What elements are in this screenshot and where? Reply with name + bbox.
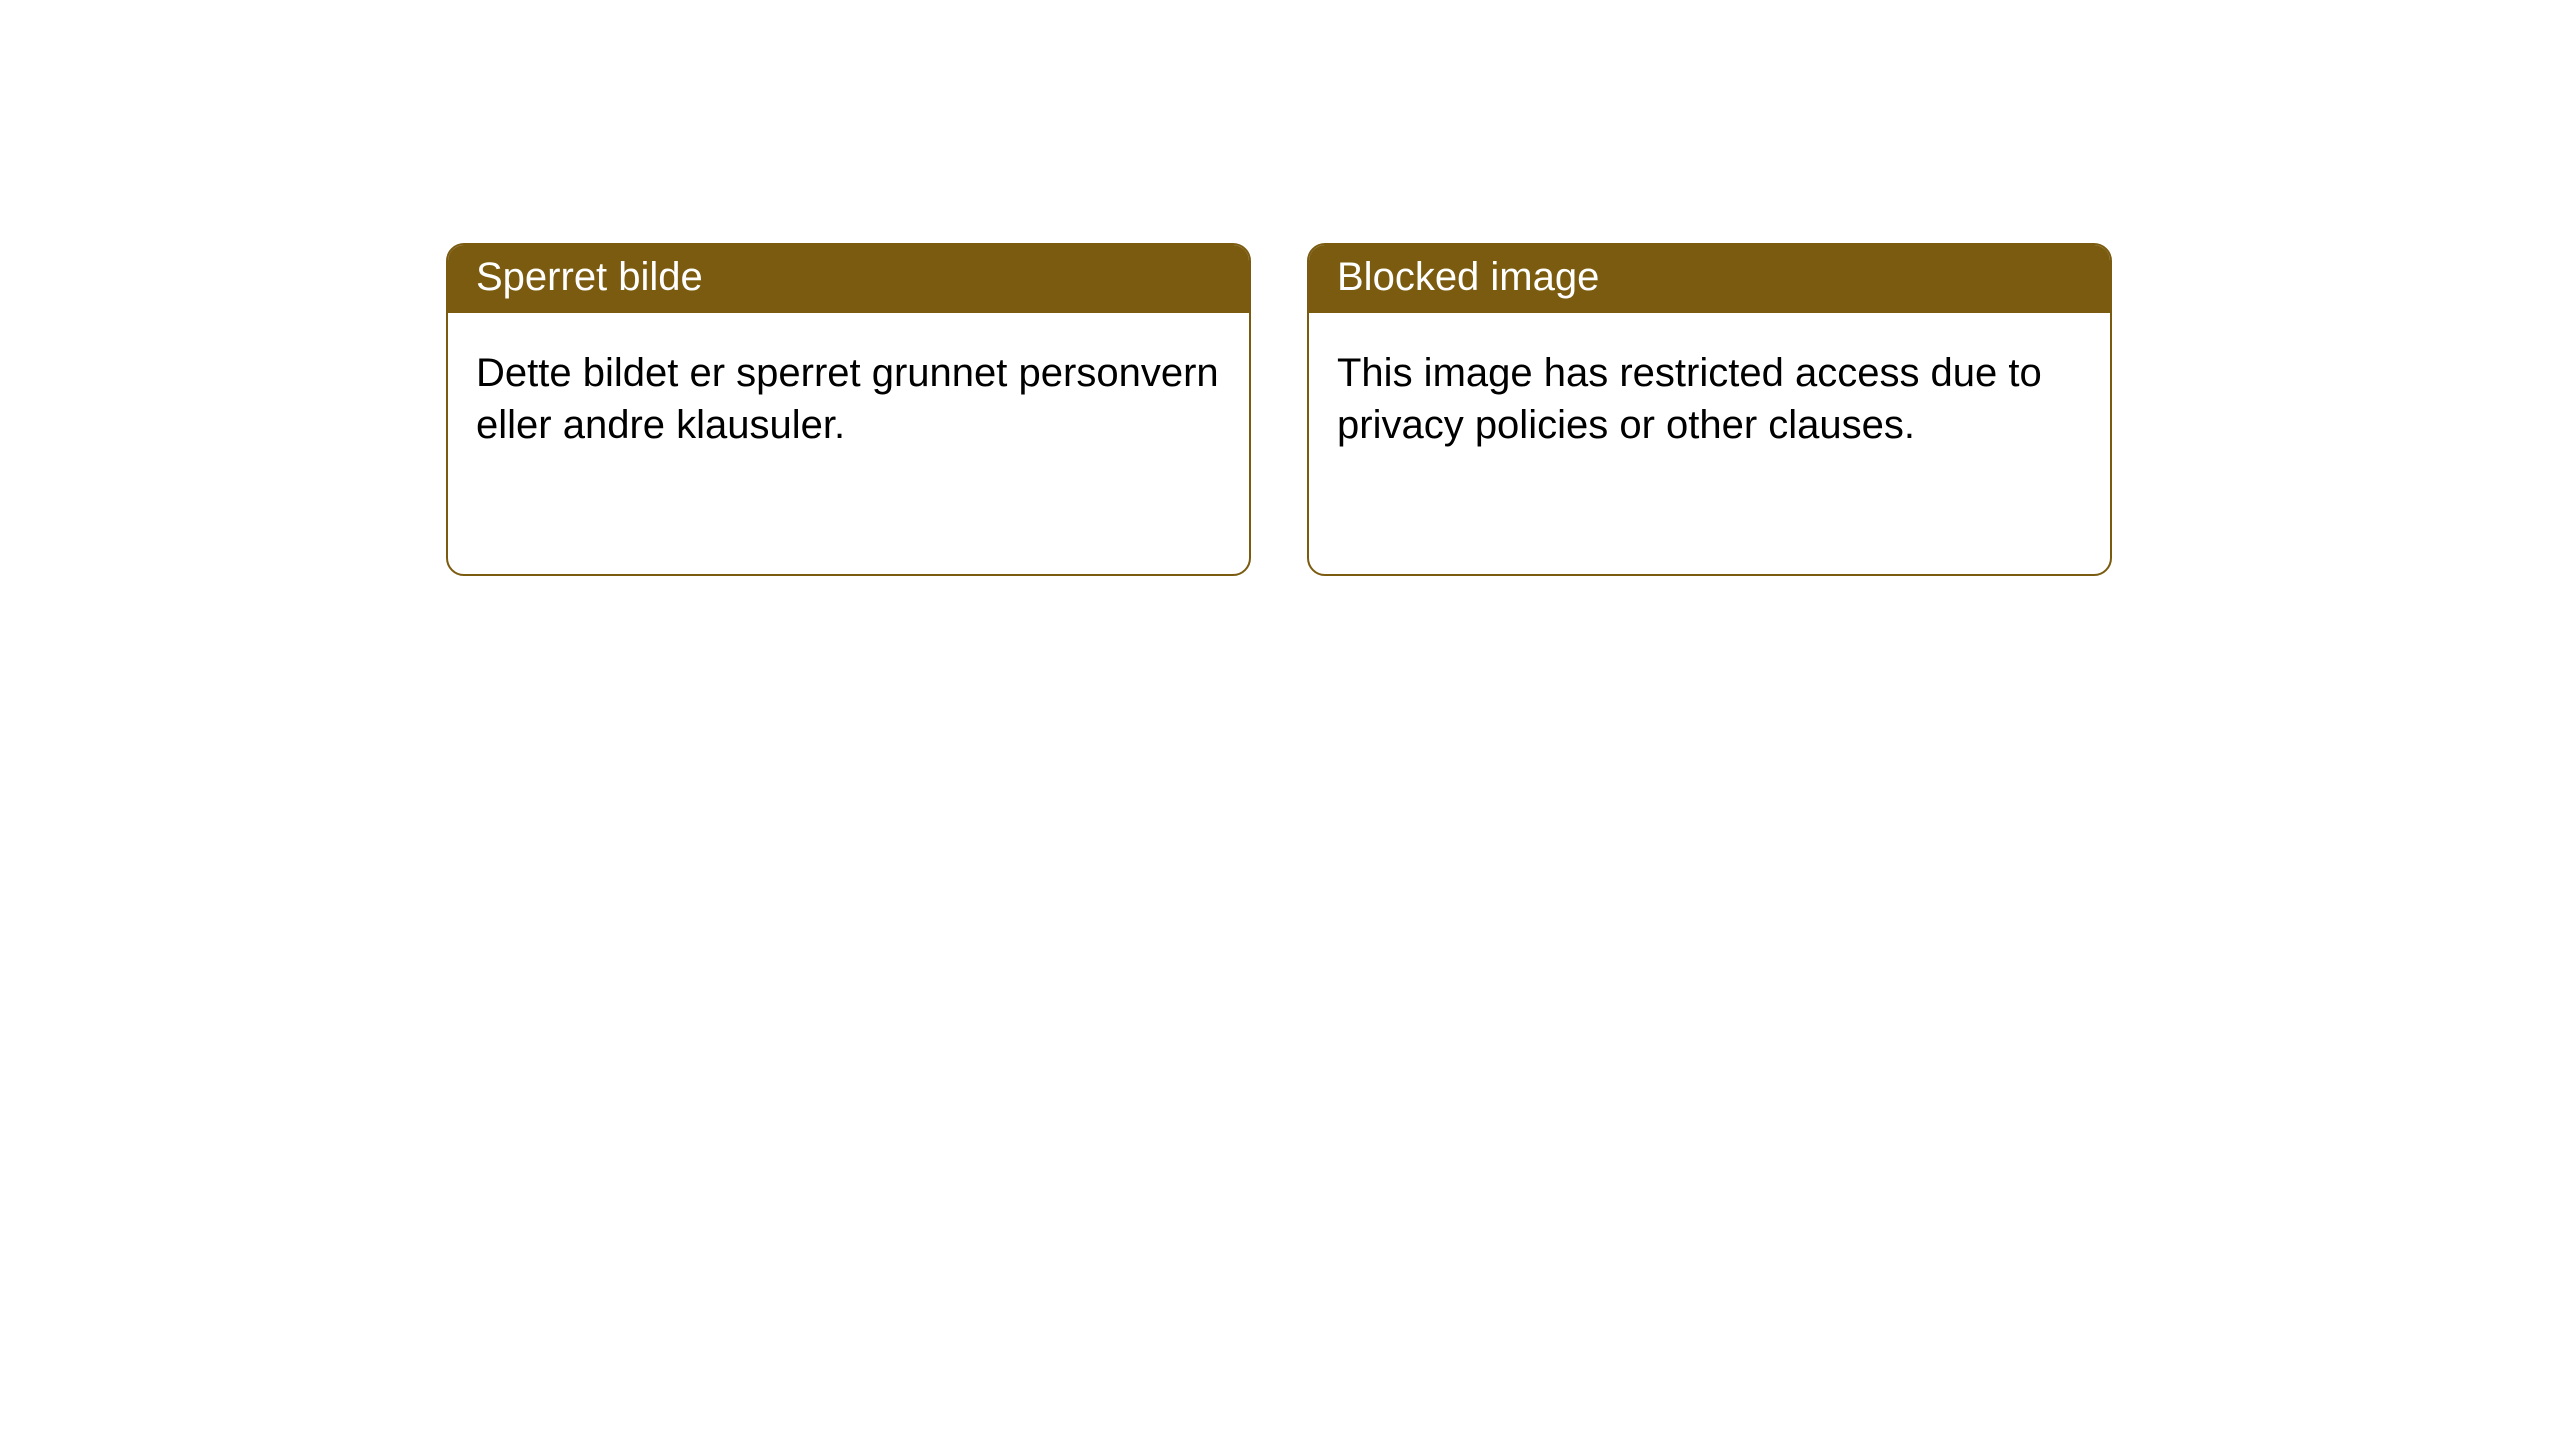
notice-container: Sperret bilde Dette bildet er sperret gr… [0,0,2560,576]
notice-card-body: This image has restricted access due to … [1309,313,2110,485]
notice-card-title: Sperret bilde [448,245,1249,313]
notice-card-en: Blocked image This image has restricted … [1307,243,2112,576]
notice-card-body: Dette bildet er sperret grunnet personve… [448,313,1249,485]
notice-card-title: Blocked image [1309,245,2110,313]
notice-card-no: Sperret bilde Dette bildet er sperret gr… [446,243,1251,576]
